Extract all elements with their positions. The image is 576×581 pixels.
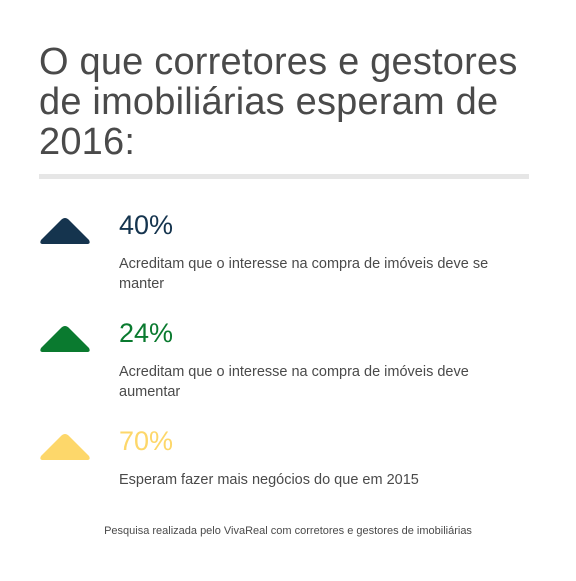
stat-item: 70% Esperam fazer mais negócios do que e… bbox=[39, 426, 539, 522]
triangle-shape bbox=[40, 326, 90, 352]
page-title: O que corretores e gestores de imobiliár… bbox=[39, 41, 518, 163]
stat-item: 24% Acreditam que o interesse na compra … bbox=[39, 318, 539, 414]
stat-item: 40% Acreditam que o interesse na compra … bbox=[39, 210, 539, 306]
triangle-up-icon bbox=[40, 218, 90, 244]
stat-percentage: 24% bbox=[119, 318, 174, 348]
triangle-up-icon bbox=[40, 326, 90, 352]
stat-description: Acreditam que o interesse na compra de i… bbox=[119, 364, 469, 400]
stat-percentage: 70% bbox=[119, 426, 174, 456]
stat-description: Acreditam que o interesse na compra de i… bbox=[119, 256, 489, 292]
footnote: Pesquisa realizada pelo VivaReal com cor… bbox=[104, 525, 472, 537]
title-divider bbox=[39, 174, 529, 179]
triangle-shape bbox=[40, 218, 90, 244]
stat-percentage: 40% bbox=[119, 210, 174, 240]
stat-description: Esperam fazer mais negócios do que em 20… bbox=[119, 472, 419, 488]
triangle-up-icon bbox=[40, 434, 90, 460]
triangle-shape bbox=[40, 434, 90, 460]
